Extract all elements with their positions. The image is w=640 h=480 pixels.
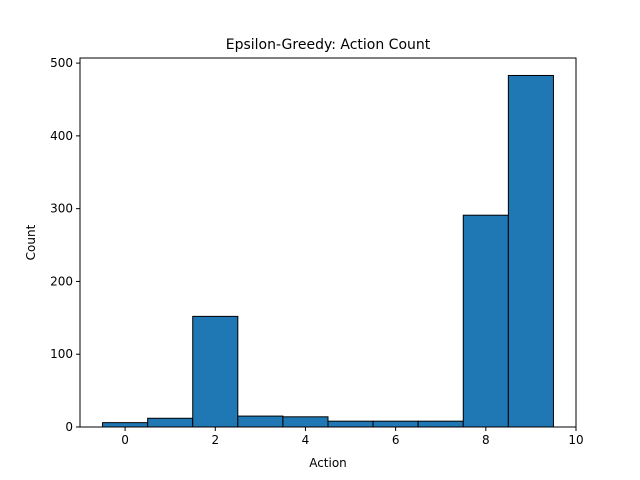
y-ticks-group: 0 100 200 300 400 500 [50,56,80,434]
x-ticks-group: 0 2 4 6 8 10 [121,427,584,447]
y-axis-label: Count [24,224,38,260]
bar-action-7 [417,420,464,428]
y-tick-label: 0 [65,420,73,434]
bar-action-8 [462,214,509,428]
y-tick-label: 500 [50,56,73,70]
chart-title: Epsilon-Greedy: Action Count [226,37,431,53]
x-tick-label: 2 [211,433,219,447]
x-tick-label: 0 [121,433,129,447]
bar-action-6 [372,420,419,428]
x-axis-label: Action [309,456,347,470]
y-tick-label: 400 [50,129,73,143]
x-tick-label: 6 [392,433,400,447]
bar-action-1 [147,417,194,428]
bars-group [102,74,554,428]
bar-action-2 [192,315,239,428]
plot-frame [79,57,577,428]
y-tick-label: 100 [50,347,73,361]
x-tick-label: 8 [482,433,490,447]
bar-action-9 [507,74,554,428]
bar-action-5 [327,420,374,428]
bar-action-4 [282,416,329,428]
x-tick-label: 4 [302,433,310,447]
y-tick-label: 300 [50,202,73,216]
bar-action-3 [237,415,284,428]
x-tick-label: 10 [568,433,583,447]
bar-action-0 [102,422,149,428]
y-tick-label: 200 [50,274,73,288]
